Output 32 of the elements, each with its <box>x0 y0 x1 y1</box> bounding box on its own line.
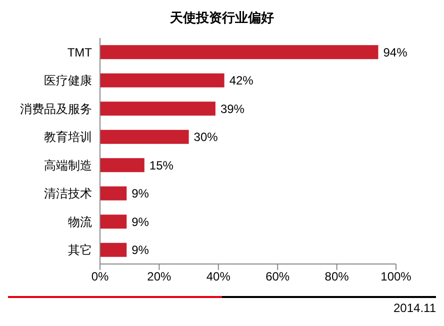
y-tick-label: 教育培训 <box>44 130 92 144</box>
data-label: 9% <box>132 186 150 201</box>
data-label: 39% <box>220 102 245 116</box>
text: 2014.11 <box>392 301 436 315</box>
bar <box>100 45 378 60</box>
y-tick-label: 高端制造 <box>44 158 92 172</box>
bar <box>100 130 189 144</box>
data-label: 15% <box>149 158 174 172</box>
x-tick-label: 20% <box>147 270 172 284</box>
y-tick-label: 其它 <box>68 243 92 258</box>
bar <box>100 73 224 88</box>
y-tick-label: 消费品及服务 <box>20 102 92 116</box>
x-tick-label: 40% <box>206 270 231 284</box>
y-tick-label: TMT <box>67 45 93 60</box>
chart-title: 天使投资行业偏好 <box>168 9 275 27</box>
y-tick-label: 物流 <box>68 214 92 229</box>
y-tick-label: 清洁技术 <box>44 186 92 201</box>
bar <box>100 158 144 172</box>
bar <box>100 214 127 229</box>
data-label: 42% <box>229 74 254 88</box>
bar <box>100 242 127 257</box>
data-label: 9% <box>132 243 150 258</box>
bar <box>100 102 216 116</box>
data-label: 30% <box>194 130 218 144</box>
data-label: 94% <box>383 45 408 60</box>
x-tick-label: 60% <box>266 270 290 284</box>
y-tick-label: 医疗健康 <box>44 74 92 88</box>
x-tick-label: 0% <box>91 270 109 284</box>
data-label: 9% <box>132 214 150 229</box>
bar <box>100 186 127 200</box>
x-tick-label: 100% <box>380 270 412 284</box>
x-tick-label: 80% <box>324 270 350 284</box>
